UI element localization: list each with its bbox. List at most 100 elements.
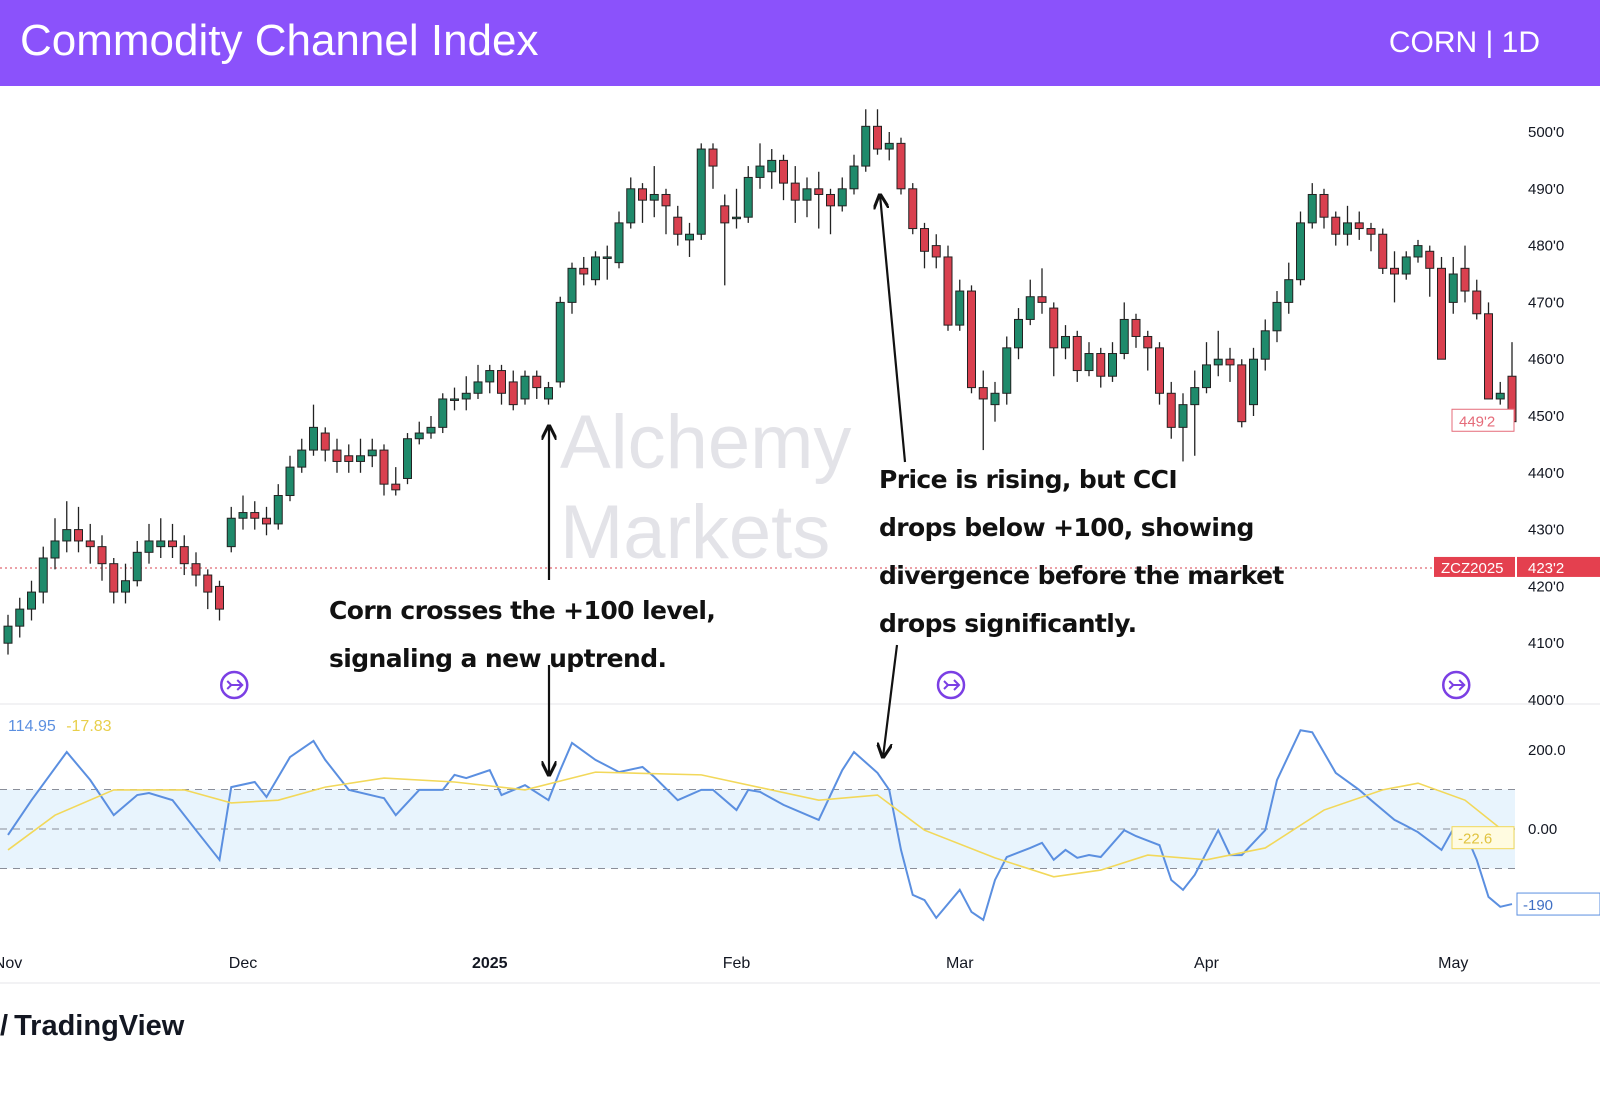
candle-up xyxy=(1296,222,1305,281)
candle-down xyxy=(1037,296,1047,303)
cci-legend: 114.95 -17.83 xyxy=(8,718,112,736)
candle-up xyxy=(1448,273,1458,303)
candle-down xyxy=(109,563,119,593)
candle-down xyxy=(931,245,941,258)
candle-down xyxy=(1378,233,1388,269)
candle-down xyxy=(1425,250,1435,269)
tradingview-logo-text: TradingView xyxy=(14,1010,185,1042)
candle-down xyxy=(978,387,988,400)
candle-down xyxy=(1072,335,1082,372)
price-axis-tick: 420'0 xyxy=(1528,578,1564,595)
candle-down xyxy=(720,205,730,224)
candle-up xyxy=(602,256,612,259)
candle-down xyxy=(191,563,201,576)
candle-up xyxy=(649,193,659,201)
candle-down xyxy=(1225,358,1235,366)
last-price-box xyxy=(1451,408,1515,432)
annotation-arrow xyxy=(880,195,907,463)
candle-up xyxy=(1213,358,1223,366)
price-axis-tick: 470'0 xyxy=(1528,294,1564,311)
candle-up xyxy=(1413,245,1423,258)
candle-up xyxy=(27,591,36,610)
cci-ma-line xyxy=(7,771,1513,878)
annotation-line: drops below +100, showing xyxy=(879,513,1254,542)
event-marker-icon[interactable] xyxy=(220,670,249,700)
candle-down xyxy=(1131,318,1141,337)
candle-up xyxy=(273,495,283,525)
reference-price-label: 423'2 xyxy=(1528,560,1564,577)
candle-down xyxy=(943,256,953,326)
candle-up xyxy=(849,165,859,190)
candle-down xyxy=(1049,307,1059,349)
candle-up xyxy=(473,381,483,394)
candle-down xyxy=(1366,228,1376,235)
annotation-line: divergence before the market xyxy=(879,561,1284,590)
header-bar: Commodity Channel Index CORN | 1D xyxy=(0,0,1600,86)
price-axis-tick: 410'0 xyxy=(1528,635,1564,652)
ma-last-label: -22.6 xyxy=(1458,831,1492,848)
price-axis-tick: 400'0 xyxy=(1528,692,1564,709)
page-title: Commodity Channel Index xyxy=(20,16,539,65)
candle-up xyxy=(755,165,765,178)
candle-up xyxy=(1119,318,1129,355)
candle-up xyxy=(156,540,166,548)
candle-down xyxy=(1096,353,1106,377)
date-axis-tick: 2025 xyxy=(472,955,508,972)
date-axis-tick: Nov xyxy=(0,955,22,972)
cci-legend-value: 114.95 xyxy=(8,718,56,735)
candle-up xyxy=(1190,387,1200,406)
candle-up xyxy=(802,188,812,201)
candle-up xyxy=(1272,301,1282,332)
candle-up xyxy=(144,540,154,553)
candle-up xyxy=(132,551,142,582)
candle-down xyxy=(790,182,800,201)
event-marker-arrow xyxy=(226,679,244,691)
candle-down xyxy=(896,142,906,190)
candle-up xyxy=(1014,318,1023,349)
candle-up xyxy=(685,233,694,241)
price-axis-tick: 500'0 xyxy=(1528,124,1564,141)
tradingview-mark-icon: / xyxy=(0,1010,9,1042)
candle-down xyxy=(1472,290,1482,315)
candle-down xyxy=(814,188,824,195)
candle-down xyxy=(74,529,83,542)
event-marker-icon[interactable] xyxy=(936,670,966,700)
candle-up xyxy=(285,466,295,497)
candle-down xyxy=(967,290,976,389)
price-axis-tick: 480'0 xyxy=(1528,238,1564,255)
annotation-line: signaling a new uptrend. xyxy=(329,644,667,673)
candle-up xyxy=(1307,193,1317,224)
candle-up xyxy=(15,608,25,627)
cci-axis-tick: 0.00 xyxy=(1528,821,1557,838)
candle-up xyxy=(1495,392,1505,400)
event-marker-arrow xyxy=(943,679,961,691)
candle-up xyxy=(297,449,307,468)
candle-down xyxy=(532,375,542,389)
annotation-divergence: Price is rising, but CCI drops below +10… xyxy=(879,456,1284,648)
candle-up xyxy=(426,426,436,434)
price-axis-tick: 440'0 xyxy=(1528,465,1564,482)
candle-down xyxy=(85,540,95,548)
event-marker-arrow xyxy=(1448,679,1466,691)
candle-down xyxy=(262,517,271,525)
candle-up xyxy=(121,580,130,593)
candle-down xyxy=(332,449,342,462)
candle-up xyxy=(767,159,777,173)
candle-up xyxy=(461,392,471,400)
candle-down xyxy=(661,193,671,207)
candle-up xyxy=(614,222,624,264)
candle-up xyxy=(1284,279,1294,303)
candle-down xyxy=(873,125,882,150)
candle-up xyxy=(1108,353,1117,377)
annotation-line: Corn crosses the +100 level, xyxy=(329,596,716,625)
event-marker-icon[interactable] xyxy=(1442,670,1471,700)
candle-down xyxy=(1484,313,1493,400)
candle-up xyxy=(438,398,448,428)
candle-up xyxy=(520,375,530,400)
candle-up xyxy=(356,455,365,462)
candle-up xyxy=(990,392,1000,406)
cci-last-box xyxy=(1516,892,1600,916)
candle-up xyxy=(1260,330,1270,360)
candle-down xyxy=(779,159,788,184)
